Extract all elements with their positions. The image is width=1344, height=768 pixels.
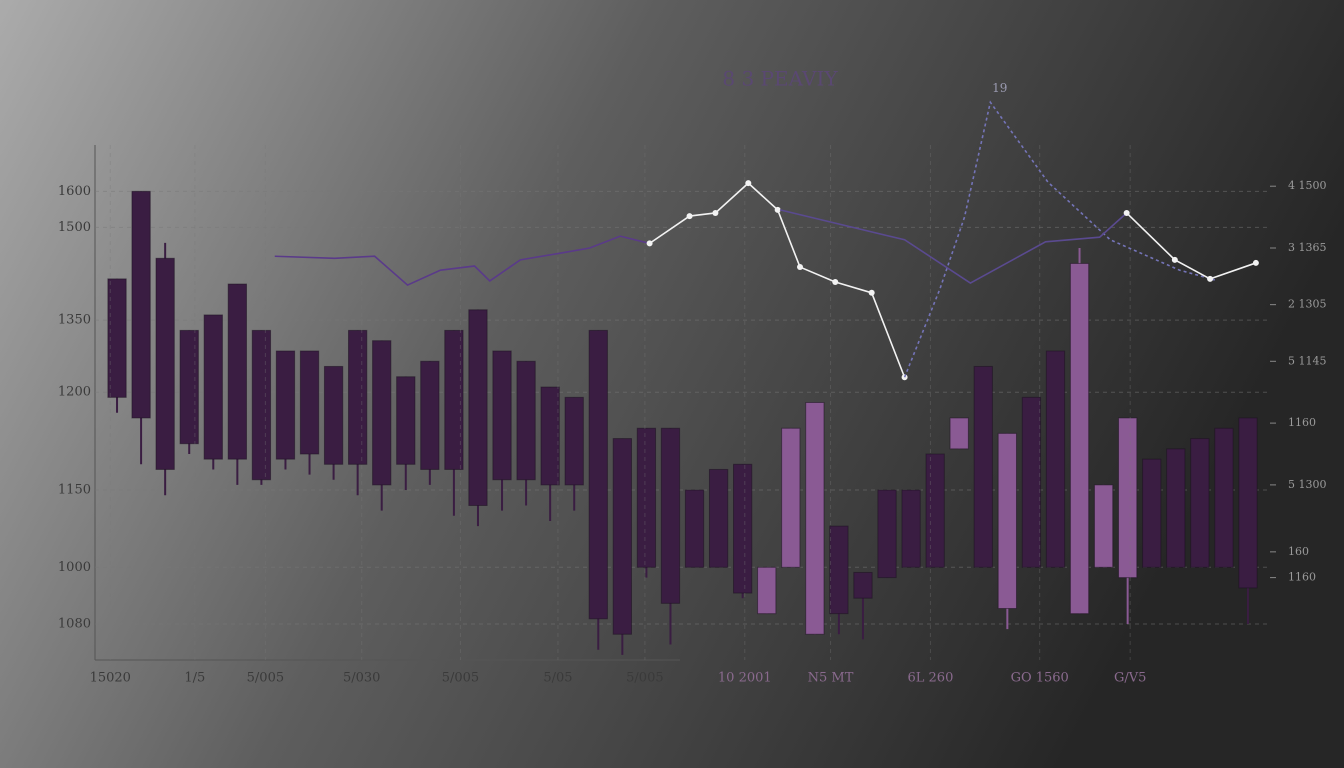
candle-body [540, 386, 560, 486]
y2-tick-label: 5 1145 [1288, 354, 1327, 367]
candle-body [733, 463, 753, 594]
y2-tick-label: 1160 [1288, 571, 1316, 584]
y-tick-label: 1500 [58, 220, 91, 235]
candle-body [1045, 350, 1066, 568]
y2-tick-label: 5 1300 [1288, 478, 1327, 491]
candle-body [420, 360, 440, 470]
candle-body [396, 376, 416, 465]
x-tick-label: 5/030 [343, 671, 380, 686]
candle-body [781, 427, 801, 568]
x-tick-label: 5/05 [543, 671, 572, 686]
line-marker [745, 180, 752, 187]
candle-body [877, 489, 897, 579]
candle-body [131, 190, 151, 419]
x-tick-label: 5/005 [247, 671, 284, 686]
candle-body [1093, 484, 1114, 568]
line-series [1126, 212, 1257, 280]
candle-body [1021, 396, 1042, 568]
candle-body [612, 438, 632, 635]
chart-title: 8 3 PEAVIY [722, 67, 838, 91]
candle-body [372, 340, 392, 486]
candle-body [275, 350, 296, 460]
candle-body [107, 278, 127, 398]
candle-body [660, 427, 681, 604]
candle-body [901, 489, 921, 568]
y-tick-label: 1200 [58, 385, 91, 400]
candle-body [973, 365, 993, 568]
y-tick-label: 1000 [58, 560, 91, 575]
x-tick-label: 15020 [90, 671, 131, 686]
line-marker [832, 278, 839, 285]
x-tick-label: 5/005 [442, 671, 479, 686]
x-tick-label: 1/5 [184, 671, 205, 686]
x-tick-label: 6L 260 [907, 671, 953, 686]
line-marker [1252, 259, 1259, 266]
candle-body [829, 525, 849, 615]
candle-body [1118, 417, 1138, 579]
x-tick-label: N5 MT [808, 671, 854, 686]
candle-body [708, 468, 729, 568]
x-tick-label: 5/005 [626, 671, 663, 686]
candle-body [299, 350, 320, 455]
candle-body [949, 417, 969, 450]
x-tick-label: G/V5 [1114, 671, 1146, 686]
candle-body [468, 309, 488, 506]
y2-tick-label: 1160 [1288, 416, 1316, 429]
candle-body [1190, 438, 1210, 568]
x-tick-label: 10 2001 [718, 671, 772, 686]
candle-body [179, 329, 199, 445]
line-marker [797, 264, 803, 271]
y2-tick-label: 3 1365 [1288, 241, 1327, 254]
candle-body [323, 365, 344, 465]
line-marker [1207, 275, 1214, 282]
line-marker [646, 240, 653, 247]
candle-body [1214, 427, 1234, 568]
line-marker [1171, 256, 1178, 263]
candle-body [564, 396, 584, 486]
candle-body [251, 329, 272, 481]
candle-body [636, 427, 657, 568]
candle-body [997, 432, 1017, 609]
line-marker [868, 289, 875, 296]
y2-tick-label: 2 1305 [1288, 298, 1327, 311]
candle-body [155, 257, 175, 470]
line-marker [774, 206, 781, 213]
candle-body [492, 350, 512, 481]
line-marker [712, 209, 719, 216]
y2-tick-label: 4 1500 [1288, 179, 1327, 192]
candle-body [684, 489, 705, 568]
line-series [274, 235, 650, 287]
candle-body [444, 329, 464, 470]
y-tick-label: 1350 [58, 313, 91, 328]
candle-body [925, 453, 945, 568]
y2-tick-label: 160 [1288, 545, 1309, 558]
y-tick-label: 1080 [58, 616, 91, 631]
candle-body [203, 314, 223, 460]
candle-body [516, 360, 536, 481]
y-tick-label: 1150 [58, 483, 91, 498]
candle-body [805, 402, 825, 635]
line-marker [686, 213, 693, 220]
candle-body [227, 283, 247, 460]
line-marker [1123, 209, 1130, 216]
candle-body [1069, 262, 1090, 615]
line-series [903, 100, 1215, 378]
candle-body [1238, 417, 1258, 589]
candle-body [853, 571, 873, 599]
annotation: 19 [992, 81, 1007, 95]
candle-body [1142, 458, 1162, 568]
candle-body [757, 566, 777, 615]
candle-body [588, 329, 608, 620]
candle-body [1166, 448, 1186, 568]
candle-body [348, 329, 368, 465]
y-tick-label: 1600 [58, 184, 91, 199]
line-series [779, 209, 1128, 284]
x-tick-label: GO 1560 [1011, 671, 1069, 686]
